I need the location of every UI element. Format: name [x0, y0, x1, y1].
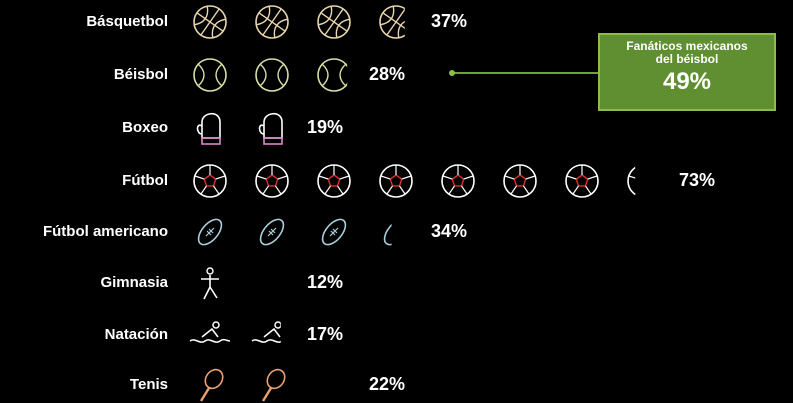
value-label: 19% — [307, 117, 343, 137]
callout-value: 49% — [662, 68, 712, 95]
value-label: 37% — [431, 11, 467, 31]
icon — [383, 218, 392, 246]
value-label: 17% — [307, 324, 343, 344]
icon — [259, 218, 285, 246]
icon — [627, 166, 636, 196]
icon — [317, 5, 351, 39]
category-label: Tenis — [130, 376, 168, 393]
icon — [193, 58, 227, 92]
value-label: 28% — [369, 64, 405, 84]
icon — [261, 368, 286, 402]
icon — [321, 218, 347, 246]
icon — [251, 321, 281, 343]
icon — [263, 268, 281, 299]
category-label: Boxeo — [122, 119, 168, 136]
icon — [317, 58, 348, 92]
icon — [201, 267, 219, 300]
category-label: Básquetbol — [86, 13, 168, 30]
icon — [193, 5, 227, 39]
value-label: 22% — [369, 374, 405, 394]
icon — [258, 112, 283, 145]
value-label: 73% — [679, 170, 715, 190]
icon — [379, 5, 405, 39]
value-label: 12% — [307, 272, 343, 292]
icon — [197, 218, 223, 246]
category-label: Gimnasia — [100, 274, 168, 291]
category-label: Béisbol — [114, 66, 168, 83]
callout-dot — [449, 70, 455, 76]
category-label: Fútbol — [122, 172, 168, 189]
category-label: Natación — [105, 326, 168, 343]
value-label: 34% — [431, 221, 467, 241]
callout: Fanáticos mexicanos del béisbol 49% — [598, 33, 776, 111]
icon — [255, 5, 289, 39]
icon — [317, 164, 351, 198]
icon — [503, 164, 537, 198]
icon — [193, 164, 227, 198]
icon — [199, 368, 224, 402]
icon — [255, 58, 289, 92]
icon — [255, 164, 289, 198]
icon — [325, 366, 350, 401]
icon — [189, 321, 231, 343]
icon — [379, 164, 413, 198]
callout-text: Fanáticos mexicanos del béisbol — [626, 39, 748, 66]
icon — [565, 164, 599, 198]
category-label: Fútbol americano — [43, 223, 168, 240]
icon — [196, 112, 221, 145]
icon — [441, 164, 475, 198]
